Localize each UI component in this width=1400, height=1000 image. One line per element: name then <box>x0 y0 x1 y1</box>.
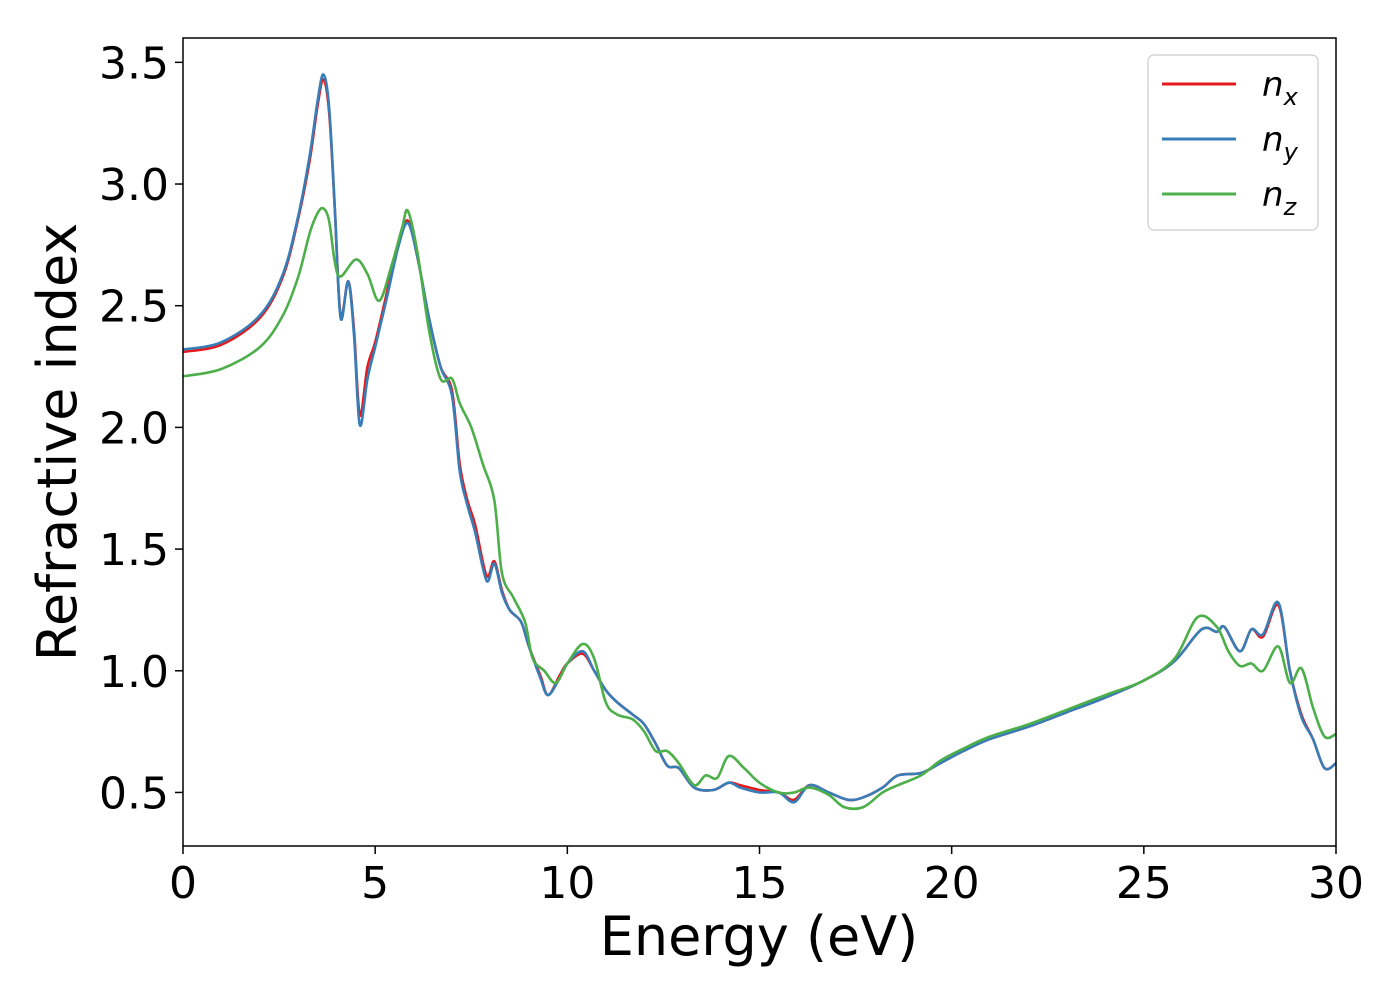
legend-box <box>1147 54 1319 231</box>
legend-subscript: z <box>1283 193 1298 221</box>
x-tick-label: 5 <box>361 858 389 909</box>
y-tick-label: 0.5 <box>99 768 169 819</box>
y-axis: 0.5 1.0 1.5 2.0 2.5 3.0 3.5 <box>99 38 183 819</box>
x-tick-label: 15 <box>732 858 788 909</box>
legend-subscript: y <box>1283 138 1299 166</box>
legend-label-z: nz <box>1262 175 1298 221</box>
x-axis-title: Energy (eV) <box>600 905 919 968</box>
x-axis: 0 5 10 15 20 25 30 <box>169 846 1364 909</box>
series-line-n-z <box>182 206 1337 811</box>
x-tick-label: 30 <box>1308 858 1364 909</box>
x-tick-label: 0 <box>169 858 197 909</box>
y-tick-label: 2.5 <box>99 282 169 333</box>
x-tick-label: 25 <box>1116 858 1172 909</box>
y-tick-label: 1.0 <box>99 647 169 698</box>
y-tick-label: 3.5 <box>99 38 169 89</box>
y-axis-title: Refractive index <box>26 223 89 662</box>
series-layer <box>182 73 1337 811</box>
x-tick-label: 10 <box>539 858 595 909</box>
x-tick-label: 20 <box>924 858 980 909</box>
y-tick-label: 3.0 <box>99 160 169 211</box>
legend-subscript: x <box>1283 83 1299 111</box>
y-tick-label: 2.0 <box>99 403 169 454</box>
y-tick-label: 1.5 <box>99 525 169 576</box>
